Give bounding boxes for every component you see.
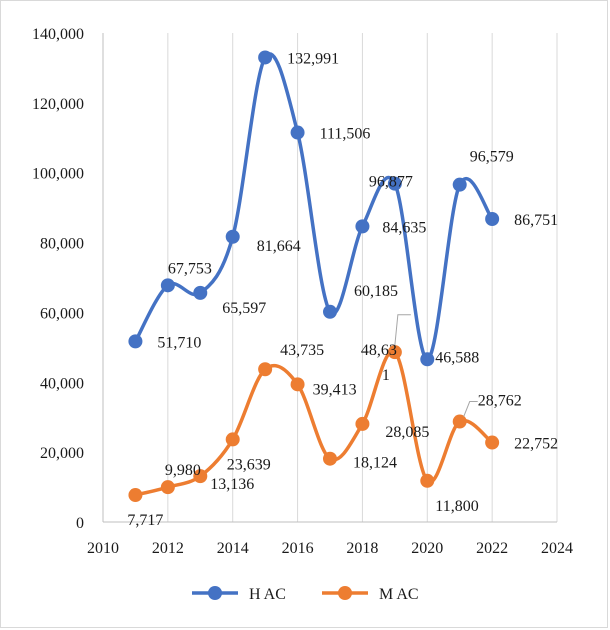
legend: H AC M AC xyxy=(192,586,419,603)
data-point-m-ac-2022 xyxy=(485,435,500,450)
data-point-h-ac-2018 xyxy=(355,219,370,234)
data-label-h-ac-2017: 60,185 xyxy=(354,283,398,300)
data-point-m-ac-2016 xyxy=(290,377,305,392)
data-label-h-ac-2018: 84,635 xyxy=(382,219,426,236)
data-label-h-ac-2013: 65,597 xyxy=(222,300,266,317)
y-tick-label-120000: 120,000 xyxy=(32,96,84,113)
data-label-m-ac-2016: 39,413 xyxy=(313,381,357,398)
data-label-h-ac-2020: 46,588 xyxy=(435,349,479,366)
y-tick-label-60000: 60,000 xyxy=(40,305,84,322)
axes: 2010 2012 2014 2016 2018 2020 2022 2024 0 20,000 4… xyxy=(32,26,573,557)
data-label-m-ac-2012: 9,980 xyxy=(165,462,201,479)
x-tick-label-2010: 2010 xyxy=(87,540,119,557)
x-tick-label-2024: 2024 xyxy=(541,540,573,557)
x-tick-label-2016: 2016 xyxy=(282,540,314,557)
data-label-m-ac-2022: 22,752 xyxy=(514,436,558,453)
x-tick-label-2022: 2022 xyxy=(476,540,508,557)
data-point-m-ac-2013 xyxy=(193,469,208,484)
data-point-h-ac-2021 xyxy=(452,177,467,192)
data-point-h-ac-2016 xyxy=(290,125,305,140)
data-label-h-ac-2019: 96,877 xyxy=(369,174,413,191)
data-label-h-ac-2012: 67,753 xyxy=(168,260,212,277)
data-point-h-ac-2014 xyxy=(225,229,240,244)
data-point-h-ac-2017 xyxy=(323,304,337,319)
data-point-h-ac-2020 xyxy=(420,352,435,367)
legend-label-m-ac: M AC xyxy=(379,586,419,603)
data-label-h-ac-2016: 111,506 xyxy=(320,126,371,143)
y-tick-label-40000: 40,000 xyxy=(40,375,84,392)
series-layer xyxy=(128,50,500,503)
data-label-h-ac-2011: 51,710 xyxy=(157,334,201,351)
legend-marker-m-ac xyxy=(338,586,352,600)
data-point-h-ac-2012 xyxy=(160,278,175,293)
leader-line-m-ac-2019 xyxy=(394,314,411,346)
x-tick-label-2012: 2012 xyxy=(152,540,184,557)
data-label-m-ac-2019: 48,63 1 xyxy=(361,342,397,384)
data-label-h-ac-2014: 81,664 xyxy=(257,238,301,255)
series-line-h-ac xyxy=(133,52,494,362)
data-point-h-ac-2015 xyxy=(258,50,273,65)
data-point-m-ac-2020 xyxy=(420,473,435,488)
data-label-m-ac-2015: 43,735 xyxy=(280,342,324,359)
y-tick-label-80000: 80,000 xyxy=(40,236,84,253)
data-label-m-ac-2011: 7,717 xyxy=(127,512,163,529)
data-point-h-ac-2019 xyxy=(387,176,402,191)
data-label-h-ac-2022: 86,751 xyxy=(514,212,558,229)
data-point-m-ac-2014 xyxy=(225,432,240,447)
x-tick-label-2018: 2018 xyxy=(346,540,378,557)
data-labels: 51,710 67,753 65,597 81,664 132,991 111,506 60… xyxy=(127,50,558,529)
data-point-m-ac-2015 xyxy=(258,362,273,377)
y-tick-label-100000: 100,000 xyxy=(32,166,84,183)
y-tick-label-140000: 140,000 xyxy=(32,26,84,43)
x-tick-label-2020: 2020 xyxy=(411,540,443,557)
data-point-h-ac-2013 xyxy=(193,285,208,300)
data-point-m-ac-2019 xyxy=(387,345,402,360)
data-label-m-ac-2013: 13,136 xyxy=(210,476,254,493)
leader-line-m-ac-2021 xyxy=(463,401,478,417)
data-point-h-ac-2022 xyxy=(485,211,500,226)
data-label-m-ac-2018: 28,085 xyxy=(385,424,429,441)
data-label-h-ac-2015: 132,991 xyxy=(287,50,339,67)
data-label-m-ac-2021: 28,762 xyxy=(478,393,522,410)
data-point-m-ac-2012 xyxy=(160,480,175,495)
data-label-m-ac-2017: 18,124 xyxy=(353,455,397,472)
data-point-m-ac-2021 xyxy=(452,414,467,429)
data-point-m-ac-2017 xyxy=(323,451,337,466)
legend-marker-h-ac xyxy=(208,586,222,600)
legend-label-h-ac: H AC xyxy=(249,586,286,603)
y-tick-label-0: 0 xyxy=(76,515,84,532)
y-tick-label-20000: 20,000 xyxy=(40,445,84,462)
data-label-m-ac-2014: 23,639 xyxy=(227,456,271,473)
data-point-h-ac-2011 xyxy=(128,334,143,349)
data-point-m-ac-2011 xyxy=(128,488,143,503)
x-tick-label-2014: 2014 xyxy=(217,540,249,557)
data-label-m-ac-2020: 11,800 xyxy=(435,498,478,515)
data-label-h-ac-2021: 96,579 xyxy=(470,149,514,166)
data-point-m-ac-2018 xyxy=(355,416,370,431)
